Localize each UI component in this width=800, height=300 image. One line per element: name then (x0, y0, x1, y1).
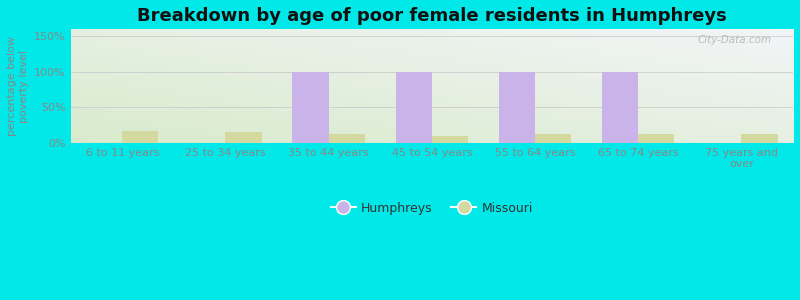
Bar (638, 134, 674, 143)
Bar (293, 72, 329, 143)
Text: City-Data.com: City-Data.com (698, 35, 771, 45)
Bar (396, 72, 432, 143)
Bar (329, 134, 365, 143)
Legend: Humphreys, Missouri: Humphreys, Missouri (326, 197, 538, 220)
Bar (122, 131, 158, 143)
Y-axis label: percentage below
poverty level: percentage below poverty level (7, 36, 29, 136)
Title: Breakdown by age of poor female residents in Humphreys: Breakdown by age of poor female resident… (137, 7, 726, 25)
Bar (535, 134, 571, 143)
Bar (742, 134, 778, 143)
Bar (499, 72, 535, 143)
Bar (226, 132, 262, 143)
Bar (432, 136, 468, 143)
Bar (602, 72, 638, 143)
